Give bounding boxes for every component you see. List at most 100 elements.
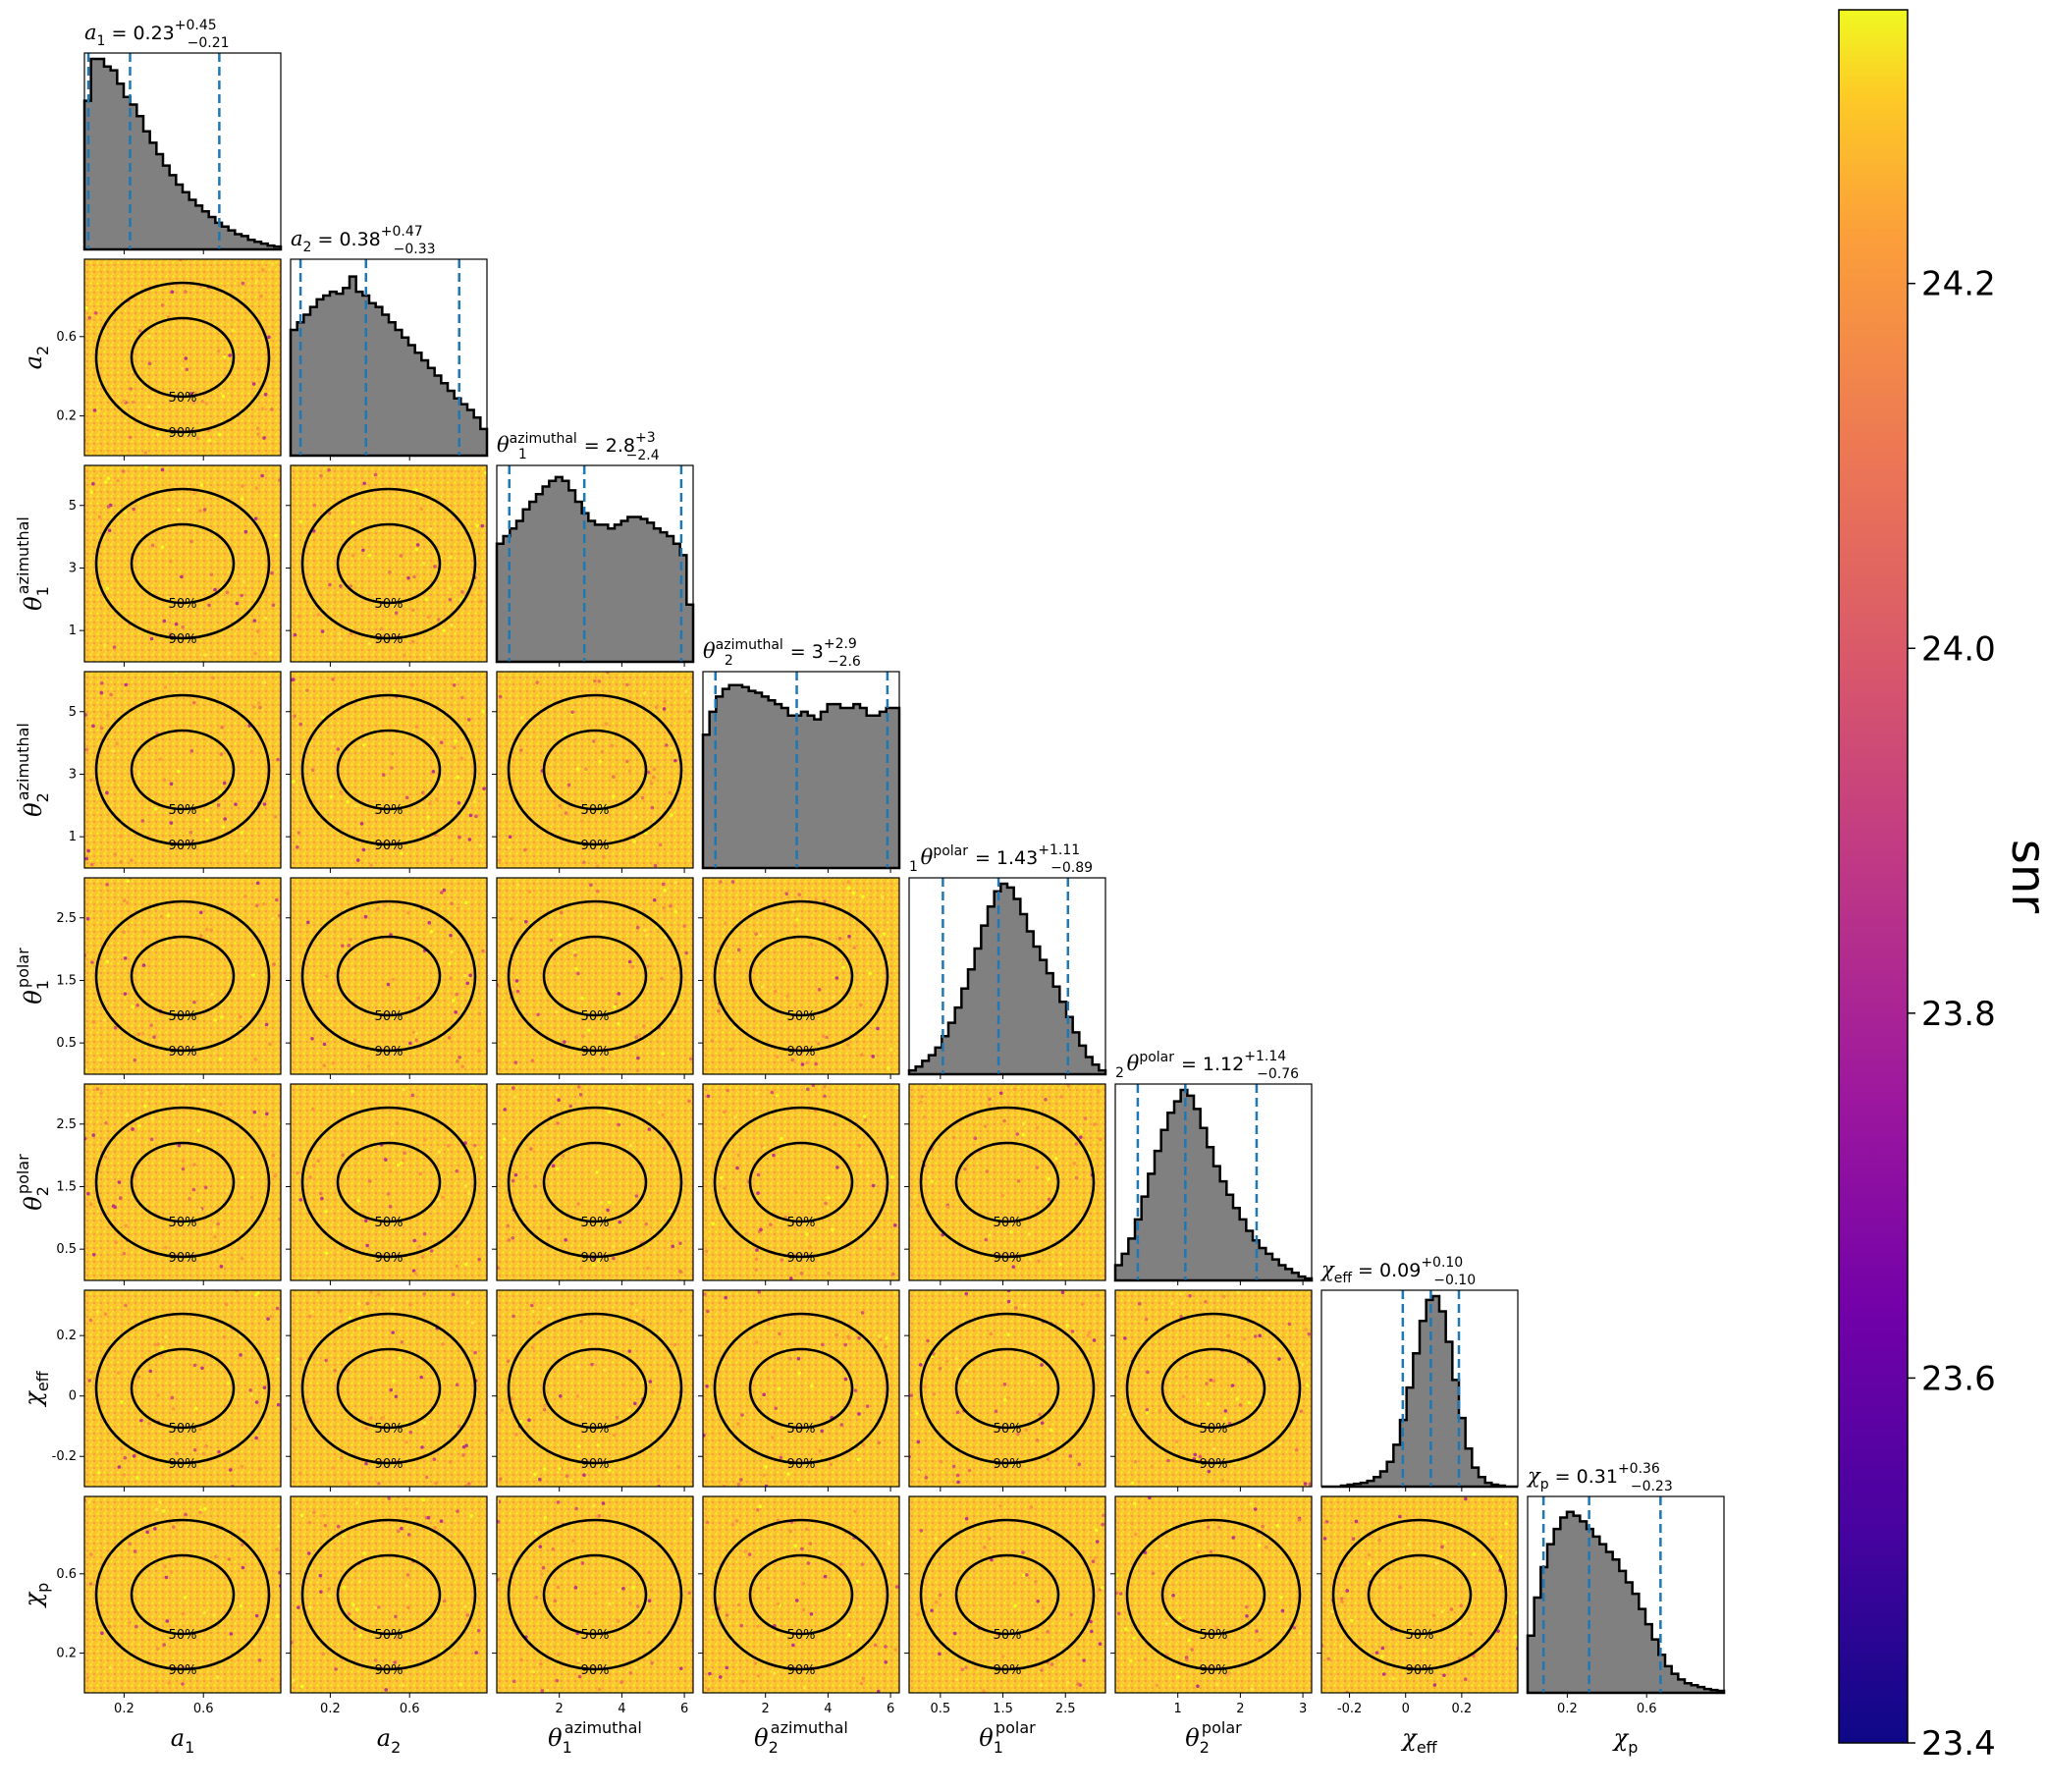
scatter-point — [1012, 1087, 1017, 1092]
y-tick-label: 2.5 — [56, 911, 77, 926]
scatter-point — [291, 658, 296, 662]
scatter-point — [541, 1565, 546, 1570]
scatter-point — [97, 1471, 101, 1475]
scatter-point — [255, 426, 260, 431]
contour-label-50: 50% — [1406, 1628, 1434, 1643]
panel-frame — [496, 671, 694, 869]
scatter-point — [1041, 1605, 1046, 1610]
scatter-point — [105, 586, 110, 591]
scatter-point — [859, 1681, 864, 1686]
scatter-point — [349, 584, 353, 588]
scatter-point — [536, 1012, 540, 1017]
scatter-point — [528, 1163, 533, 1168]
scatter-point — [229, 1632, 234, 1636]
scatter-point — [510, 917, 513, 921]
scatter-point — [419, 1375, 423, 1380]
scatter-density — [291, 672, 487, 868]
x-tick-label: 6 — [887, 1702, 894, 1716]
scatter-point — [306, 920, 310, 925]
scatter-point — [730, 1522, 735, 1527]
scatter-point — [776, 1602, 781, 1606]
scatter-point — [262, 436, 266, 440]
scatter-point — [514, 679, 518, 682]
scatter-point — [1059, 1243, 1063, 1247]
scatter-point — [843, 1377, 848, 1382]
scatter-point — [515, 989, 520, 994]
contour-90 — [300, 1106, 477, 1259]
x-axis-label-a1: a1 — [171, 1724, 195, 1757]
scatter-point — [1277, 1441, 1282, 1446]
scatter-point — [589, 883, 593, 888]
title-sup: azimuthal — [716, 637, 783, 653]
y-axis-label-theta1_azimuthal-sup: azimuthal — [14, 516, 32, 594]
scatter-point — [105, 790, 109, 795]
scatter-point — [983, 1546, 987, 1549]
scatter-point — [465, 981, 470, 986]
scatter-point — [825, 1035, 829, 1040]
scatter-point — [466, 718, 471, 722]
scatter-point — [448, 586, 453, 591]
scatter-point — [1035, 1438, 1040, 1442]
scatter-point — [390, 751, 395, 756]
scatter-point — [394, 1394, 399, 1399]
scatter-point — [459, 756, 463, 761]
scatter-point — [331, 1060, 336, 1065]
panel-frame — [496, 1083, 694, 1281]
scatter-point — [564, 1237, 567, 1242]
scatter-point — [515, 1090, 520, 1095]
scatter-point — [188, 1391, 193, 1396]
scatter-point — [192, 491, 196, 496]
scatter-point — [242, 579, 246, 584]
scatter-point — [124, 1223, 129, 1228]
scatter-point — [402, 802, 406, 807]
scatter-point — [268, 601, 273, 605]
scatter-point — [736, 1422, 740, 1426]
scatter-point — [567, 966, 571, 971]
scatter-point — [1207, 1469, 1211, 1474]
scatter-point — [1122, 1412, 1127, 1417]
scatter-point — [633, 815, 638, 819]
scatter-point — [165, 940, 170, 945]
scatter-point — [835, 976, 839, 980]
scatter-point — [251, 973, 255, 977]
scatter-point — [118, 1196, 123, 1200]
scatter-point — [324, 1210, 328, 1214]
scatter-point — [531, 1669, 536, 1674]
contour-90 — [507, 1518, 683, 1671]
scatter-point — [211, 676, 215, 680]
scatter-point — [191, 401, 196, 405]
scatter-point — [184, 792, 188, 797]
scatter-point — [1181, 1394, 1186, 1399]
panel-theta2_azimuthal-vs-theta2_azimuthal: θazimuthal 2 = 3+2.9 −2.6 — [701, 636, 901, 873]
scatter-point — [545, 1688, 550, 1693]
scatter-point — [572, 1356, 576, 1360]
scatter-point — [450, 901, 454, 906]
scatter-point — [373, 1605, 377, 1610]
scatter-point — [225, 340, 229, 345]
y-axis-label-theta1_polar-sup: polar — [14, 948, 32, 988]
scatter-point — [1049, 1441, 1053, 1445]
scatter-point — [1434, 1561, 1438, 1565]
scatter-point — [239, 1603, 243, 1608]
panel-theta1_polar-vs-theta1_polar: θpolar 1 = 1.43+1.11 −0.89 — [907, 842, 1107, 1079]
scatter-point — [670, 746, 674, 751]
scatter-point — [603, 1103, 608, 1108]
scatter-point — [865, 1404, 870, 1408]
contour-label-90: 90% — [581, 1045, 610, 1059]
y-axis-label-chi_eff-base: χ — [20, 1390, 47, 1408]
contour-50 — [130, 935, 236, 1017]
scatter-point — [629, 1084, 634, 1087]
scatter-point — [199, 483, 204, 487]
scatter-point — [253, 651, 257, 656]
scatter-point — [481, 949, 485, 953]
scatter-point — [458, 623, 462, 627]
panel-title-theta2_azimuthal: θazimuthal 2 = 3+2.9 −2.6 — [703, 636, 861, 670]
scatter-point — [1250, 1687, 1254, 1692]
scatter-point — [1040, 1363, 1044, 1367]
scatter-point — [348, 1482, 351, 1487]
scatter-point — [91, 481, 95, 486]
contour-label-50: 50% — [1200, 1628, 1228, 1643]
scatter-point — [1059, 1095, 1064, 1099]
y-axis-label-theta2_azimuthal-sub: 2 — [33, 792, 52, 802]
scatter-point — [427, 920, 432, 925]
